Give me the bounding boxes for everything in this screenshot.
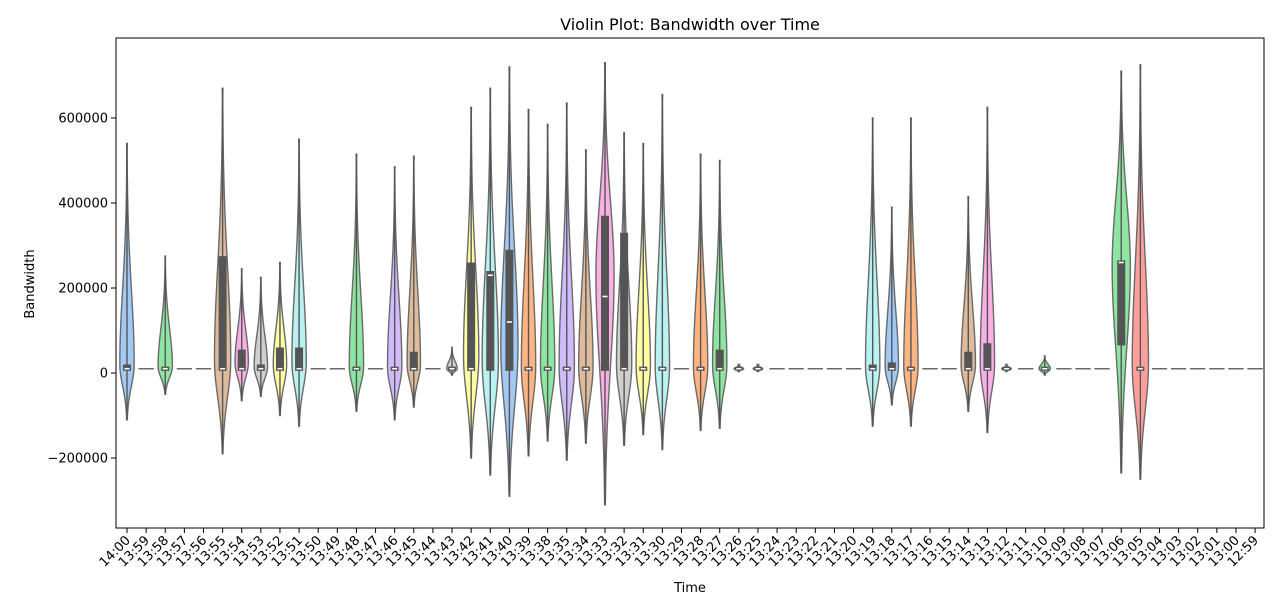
y-axis-label: Bandwidth bbox=[23, 249, 38, 318]
violin-box bbox=[275, 347, 284, 371]
violin-box bbox=[964, 351, 973, 371]
violin-box bbox=[237, 349, 246, 371]
violin-box bbox=[295, 347, 304, 371]
violin-box bbox=[409, 351, 418, 371]
violin-box bbox=[868, 364, 877, 371]
y-tick-label: 400000 bbox=[58, 197, 108, 212]
violin-box bbox=[715, 349, 724, 371]
violin-box bbox=[505, 249, 514, 371]
y-tick-label: 0 bbox=[100, 367, 108, 382]
violin-box bbox=[1117, 260, 1126, 346]
violin-box bbox=[887, 362, 896, 371]
violin-box bbox=[256, 364, 265, 371]
violin-box bbox=[123, 364, 131, 371]
plot-frame bbox=[115, 37, 1265, 529]
y-axis: −200000 0 200000 400000 600000 bbox=[47, 112, 116, 467]
violin-box bbox=[601, 215, 609, 371]
violin-box bbox=[486, 271, 495, 371]
y-tick-label: 600000 bbox=[58, 112, 108, 127]
y-tick-label: 200000 bbox=[58, 282, 108, 297]
violin-box bbox=[983, 343, 992, 371]
chart-title: Violin Plot: Bandwidth over Time bbox=[560, 15, 820, 34]
x-axis-label: Time bbox=[673, 581, 706, 596]
violins-layer bbox=[119, 62, 1263, 506]
violin-box bbox=[620, 232, 629, 371]
violin-box bbox=[218, 256, 227, 371]
x-axis: 14:0013:5913:5813:5713:5613:5513:5413:53… bbox=[97, 528, 1262, 570]
y-tick-label: −200000 bbox=[47, 452, 108, 467]
violin-box bbox=[467, 262, 476, 371]
